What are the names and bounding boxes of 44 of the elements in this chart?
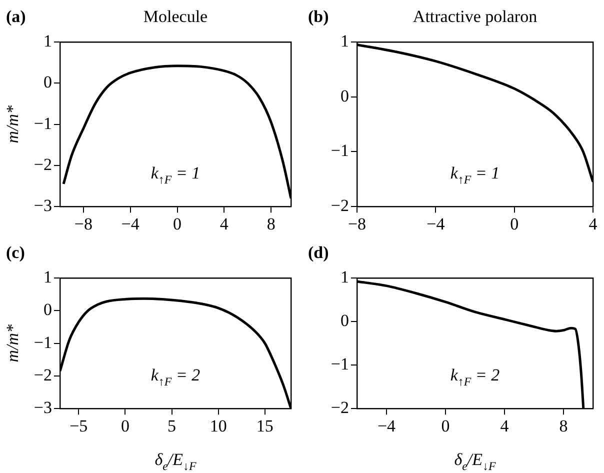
y-tick-label: 0 [44,300,52,320]
x-tick-label: 4 [500,416,510,436]
x-tick-label: 0 [510,214,519,234]
x-tick-label: −4 [426,214,446,234]
y-tick-label: 0 [44,72,52,92]
x-tick-label: 0 [441,416,450,436]
y-axis-title: m/m* [3,104,22,144]
chart-title: Molecule [143,7,208,26]
y-tick-label: 0 [340,311,349,330]
y-tick-label: −3 [34,196,52,216]
y-tick-label: 1 [44,267,52,286]
text: (d) [308,243,329,262]
x-tick-label: −8 [348,214,366,234]
x-tick-label: 8 [266,214,276,234]
x-tick-label: −4 [377,416,396,436]
y-tick-label: −1 [330,141,349,160]
x-tick-label: 4 [220,214,229,234]
x-tick-label: 4 [588,214,598,234]
text: (b) [308,7,329,26]
y-tick-label: 1 [340,31,349,50]
y-axis-title: m/m* [3,324,22,362]
y-tick-label: 1 [44,31,52,50]
text: (c) [6,243,25,262]
y-tick-label: −1 [34,114,52,133]
x-tick-label: 5 [168,416,176,436]
x-tick-label: −4 [121,214,140,234]
x-tick-label: 0 [120,416,130,436]
y-tick-label: −1 [330,354,349,374]
y-tick-label: −3 [34,398,52,418]
y-tick-label: 1 [340,267,349,286]
y-tick-label: −2 [34,365,52,384]
text: (a) [6,7,26,26]
x-tick-label: −8 [74,214,92,234]
x-tick-label: 0 [173,214,182,234]
chart-title: Attractive polaron [412,7,538,26]
y-tick-label: 0 [340,86,349,106]
y-tick-label: −1 [34,332,52,352]
x-tick-label: 10 [210,416,227,436]
y-tick-label: −2 [330,196,349,216]
y-tick-label: −2 [34,154,52,174]
x-tick-label: −5 [70,416,88,436]
x-tick-label: 8 [559,416,568,436]
x-tick-label: 15 [256,416,274,436]
y-tick-label: −2 [330,398,349,418]
